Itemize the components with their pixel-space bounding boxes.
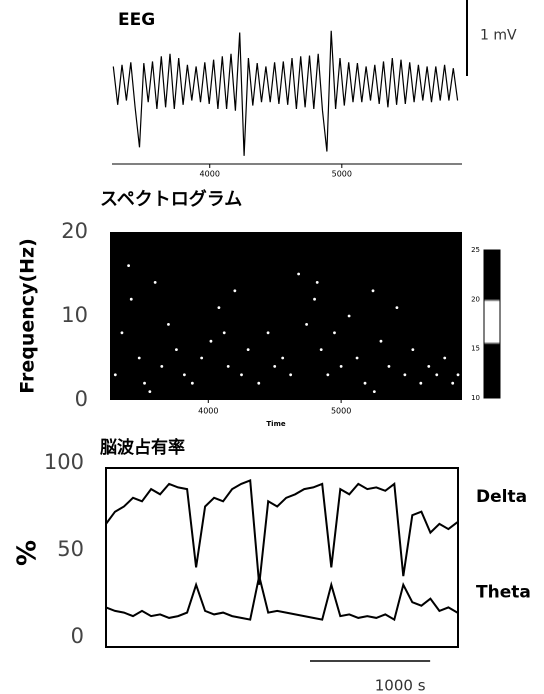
spectral-point: [319, 348, 323, 351]
y-axis-label: Frequency(Hz): [17, 238, 39, 394]
spectral-point: [456, 373, 460, 377]
colorbar-tick-label: 10: [471, 394, 480, 402]
y-tick-label: 0: [75, 387, 88, 411]
spectral-point: [435, 373, 439, 377]
occupancy-title: 脳波占有率: [100, 437, 185, 458]
spectral-point: [281, 356, 285, 360]
spectral-point: [257, 381, 261, 385]
legend-label: Theta: [476, 583, 531, 603]
y-tick-label: 50: [57, 537, 84, 561]
y-tick-label: 100: [44, 450, 84, 474]
spectral-point: [315, 281, 319, 284]
spectral-point: [222, 331, 226, 335]
colorbar-tick-label: 25: [471, 246, 480, 254]
spectral-point: [190, 381, 194, 385]
spectral-point: [143, 381, 146, 385]
y-axis-label: %: [13, 540, 43, 566]
spectral-point: [266, 331, 270, 335]
data-line: [112, 30, 459, 156]
spectral-point: [226, 365, 230, 368]
spectral-point: [127, 264, 130, 267]
spectral-point: [339, 365, 343, 368]
colorbar-tick-label: 15: [471, 345, 480, 353]
colorbar-tick-label: 20: [471, 295, 480, 303]
spectral-point: [443, 356, 447, 360]
spectral-point: [363, 381, 367, 385]
legend-label: Delta: [476, 487, 527, 507]
spectral-point: [419, 381, 423, 385]
spectral-point: [209, 339, 213, 343]
spectral-point: [305, 323, 308, 326]
spectral-point: [387, 365, 391, 368]
spectral-point: [313, 297, 316, 301]
colorbar: [483, 249, 501, 399]
y-tick-label: 20: [61, 219, 88, 243]
y-tick-label: 10: [61, 303, 88, 327]
x-tick-label: 4000: [198, 407, 218, 416]
spectral-point: [333, 331, 336, 335]
spectral-point: [129, 297, 133, 301]
spectral-point: [240, 373, 243, 377]
spectral-point: [217, 306, 221, 309]
spectral-point: [246, 348, 250, 351]
spectral-point: [273, 365, 277, 368]
spectral-point: [113, 373, 117, 377]
spectral-point: [200, 356, 204, 360]
spectral-point: [182, 373, 186, 377]
x-tick-label: 5000: [331, 407, 351, 416]
x-axis-label: Time: [266, 420, 285, 428]
spectral-point: [379, 339, 383, 343]
spectral-point: [451, 381, 455, 385]
spectral-point: [175, 348, 178, 351]
spectral-point: [137, 356, 141, 360]
spectral-point: [233, 289, 237, 293]
spectral-point: [160, 365, 164, 368]
plot-background: [110, 232, 462, 400]
y-tick-label: 0: [71, 624, 84, 648]
spectral-point: [167, 323, 170, 326]
spectrogram-title: スペクトログラム: [100, 188, 242, 210]
data-line: [105, 575, 458, 622]
spectral-point: [395, 306, 399, 309]
spectral-point: [411, 348, 415, 351]
eeg-title: EEG: [118, 10, 155, 30]
spectral-point: [297, 272, 301, 276]
x-tick-label: 5000: [332, 170, 352, 179]
scale-bar-label: 1000 s: [375, 677, 426, 694]
spectral-point: [355, 356, 359, 360]
spectral-point: [347, 314, 351, 318]
plot-frame: [105, 467, 459, 648]
spectral-point: [372, 390, 376, 393]
x-tick-label: 4000: [200, 170, 220, 179]
spectral-point: [403, 373, 407, 377]
spectral-point: [120, 331, 124, 335]
spectral-point: [427, 365, 431, 368]
spectral-point: [371, 289, 375, 293]
data-line: [105, 478, 459, 585]
spectral-point: [153, 281, 157, 284]
spectral-point: [148, 390, 152, 393]
spectral-point: [289, 373, 293, 377]
spectral-point: [326, 373, 330, 377]
scale-bar-label: 1 mV: [480, 28, 517, 44]
